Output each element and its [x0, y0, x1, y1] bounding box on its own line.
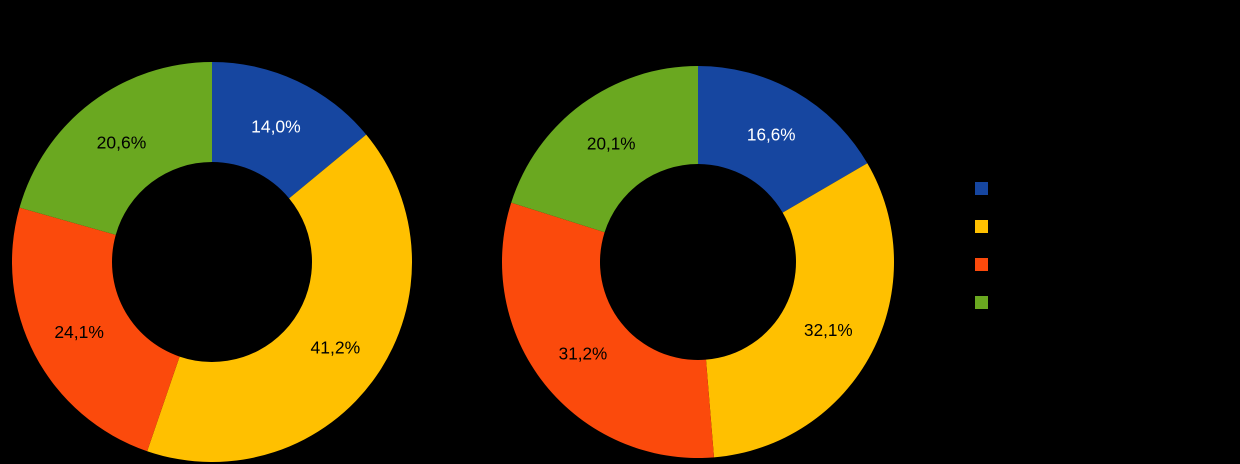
donut-slice [19, 62, 213, 235]
slice-label: 31,2% [559, 344, 608, 364]
slice-label: 20,6% [97, 133, 147, 153]
donut-chart-left-svg: 14,0% 41,2% 24,1% 20,6% [12, 62, 412, 462]
donut-slice [705, 163, 894, 458]
slice-label: 32,1% [804, 320, 853, 340]
donut-chart-right-svg: 16,6% 32,1% 31,2% 20,1% [502, 66, 894, 458]
legend-item [975, 258, 988, 271]
legend-swatch [975, 258, 988, 271]
donut-slice [502, 202, 714, 458]
donut-chart-left: 14,0% 41,2% 24,1% 20,6% [12, 62, 412, 462]
legend-swatch [975, 182, 988, 195]
legend-item [975, 220, 988, 233]
chart-legend [975, 182, 988, 309]
donut-slice [212, 62, 367, 199]
donut-slice [12, 207, 180, 452]
slice-label: 16,6% [747, 125, 796, 145]
legend-item [975, 296, 988, 309]
slice-label: 24,1% [54, 322, 104, 342]
legend-item [975, 182, 988, 195]
legend-swatch [975, 296, 988, 309]
donut-chart-right: 16,6% 32,1% 31,2% 20,1% [502, 66, 894, 458]
donut-slice [147, 134, 412, 462]
donut-slice [698, 66, 868, 213]
donut-slice [511, 66, 698, 233]
slice-label: 41,2% [311, 337, 361, 357]
slice-label: 14,0% [251, 116, 301, 136]
slice-label: 20,1% [587, 133, 636, 153]
legend-swatch [975, 220, 988, 233]
